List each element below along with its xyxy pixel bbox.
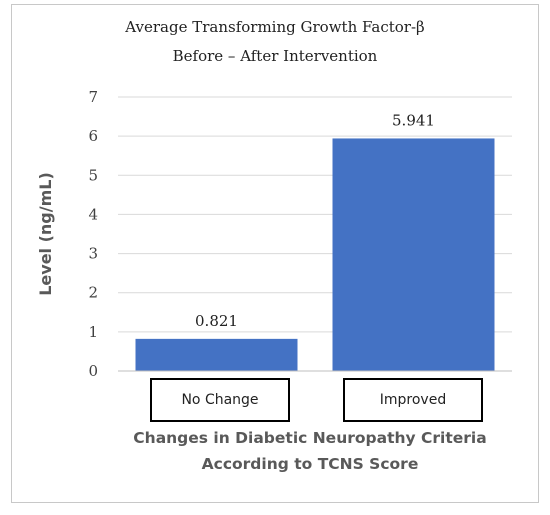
data-label-no-change: 0.821 [195, 312, 238, 330]
y-tick-label-0: 0 [88, 362, 98, 380]
y-tick-label-7: 7 [88, 88, 98, 106]
y-tick-label-4: 4 [88, 205, 98, 223]
data-label-improved: 5.941 [392, 111, 435, 129]
y-axis-label: Level (ng/mL) [36, 172, 55, 296]
chart-title-line1: Average Transforming Growth Factor-β [125, 18, 425, 36]
bar-improved [332, 138, 495, 371]
category-label-improved: Improved [343, 378, 483, 422]
chart-title-line2: Before – After Intervention [172, 47, 378, 65]
category-label-no-change: No Change [150, 378, 290, 422]
y-tick-label-6: 6 [88, 127, 98, 145]
bar-no-change [135, 338, 298, 371]
y-tick-label-3: 3 [88, 245, 98, 263]
x-axis-label-line2: According to TCNS Score [201, 455, 419, 473]
y-tick-label-5: 5 [88, 166, 98, 184]
y-tick-label-1: 1 [88, 323, 98, 341]
y-tick-label-2: 2 [88, 284, 98, 302]
x-axis-label-line1: Changes in Diabetic Neuropathy Criteria [133, 429, 487, 447]
